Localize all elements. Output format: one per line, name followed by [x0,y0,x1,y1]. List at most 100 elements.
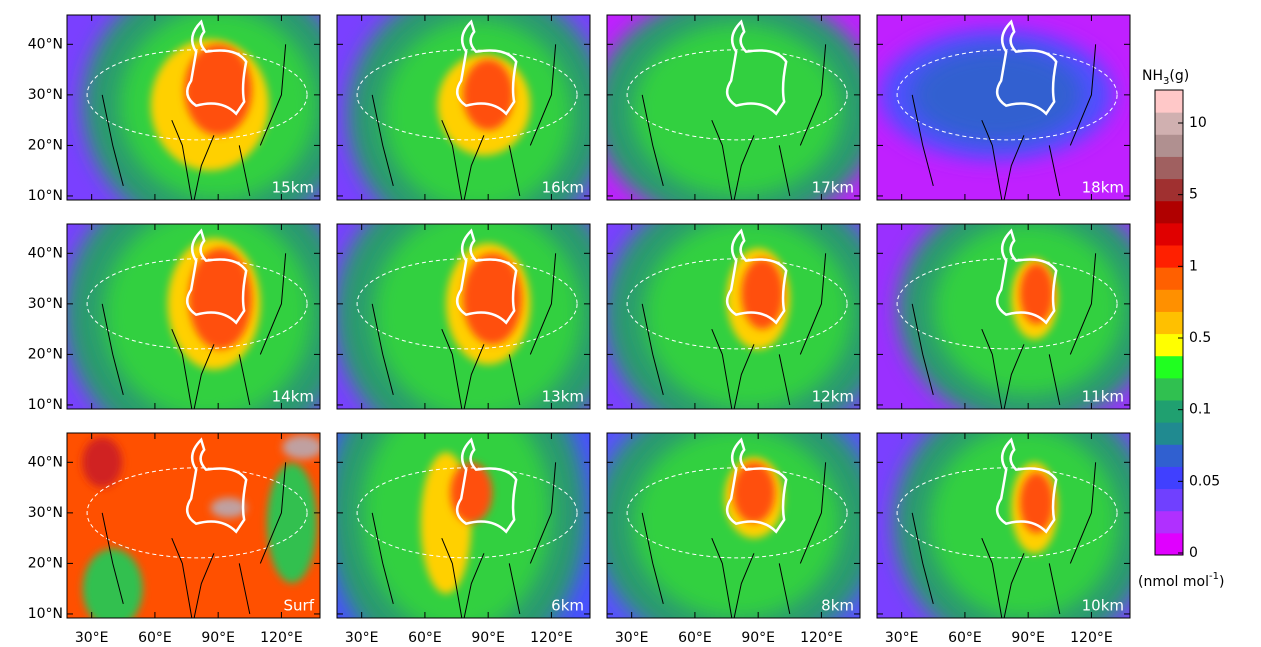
colorbar-segment [1155,333,1183,357]
lon-tick-label: 90°E [1011,630,1045,646]
map-panel [67,15,320,200]
lon-tick-label: 60°E [678,630,712,646]
colorbar-segment [1155,488,1183,512]
colorbar-segment [1155,200,1183,224]
concentration-field [732,462,776,523]
plateau-contour [185,19,248,116]
plateau-contour [725,19,788,116]
lat-tick-label: 20°N [28,346,63,362]
plateau-contour [455,19,518,116]
panel-frame [66,14,321,201]
coastline [641,253,827,409]
lon-tick-label: 90°E [201,630,235,646]
anticyclone-outline [86,467,308,559]
panel-frame [66,432,321,619]
map-panel [67,433,320,618]
map-panel [607,433,860,618]
lat-tick-label: 20°N [28,555,63,571]
colorbar-segment [1155,444,1183,467]
anticyclone-outline [626,49,848,141]
panel-label: 18km [1082,179,1124,197]
lat-tick-label: 30°N [28,87,63,103]
colorbar-segment [1155,112,1183,135]
lon-tick-label: 120°E [260,630,303,646]
panel-label: 15km [272,179,314,197]
coastline [371,462,557,618]
concentration-field [210,497,247,518]
anticyclone-outline [896,49,1118,141]
concentration-field [82,437,123,488]
colorbar-tick-label: 5 [1189,187,1198,203]
map-panel [337,15,590,200]
anticyclone-outline [356,49,578,141]
lat-tick-label: 40°N [28,245,63,261]
colorbar-unit: (nmol mol-1) [1138,571,1224,590]
panel-frame [66,223,321,410]
plateau-contour [995,19,1058,116]
panel-frame [606,14,861,201]
colorbar-segment [1155,222,1183,246]
plateau-contour [455,228,518,325]
lon-tick-label: 120°E [1070,630,1113,646]
panel-frame [876,223,1131,410]
plateau-contour [725,437,788,534]
panel-label: 14km [272,388,314,406]
concentration-field [741,258,784,330]
map-panel [877,224,1130,409]
lon-tick-label: 90°E [741,630,775,646]
lon-tick-label: 30°E [345,630,379,646]
panel-label: 12km [812,388,854,406]
coastline [641,462,827,618]
lon-tick-label: 120°E [800,630,843,646]
colorbar-segment [1155,400,1183,423]
coastline [911,44,1097,200]
concentration-field [282,435,320,460]
panel-label: 8km [821,597,854,615]
map-panel [337,433,590,618]
panel-label: 17km [812,179,854,197]
map-panel [607,15,860,200]
plateau-contour [185,228,248,325]
plateau-contour [185,437,248,534]
colorbar-segment [1155,156,1183,180]
panel-frame [876,14,1131,201]
panel-label: 10km [1082,597,1124,615]
anticyclone-outline [626,258,848,350]
panel-frame [606,432,861,619]
colorbar-segment [1155,422,1183,445]
map-panel [877,433,1130,618]
anticyclone-outline [86,49,308,141]
colorbar-title: NH3(g) [1142,68,1189,87]
colorbar-segment [1155,311,1183,335]
colorbar-segment [1155,466,1183,490]
colorbar-frame [1154,89,1184,556]
lon-tick-label: 60°E [948,630,982,646]
lat-tick-label: 30°N [28,505,63,521]
panel-label: Surf [284,597,315,615]
panel-label: 6km [551,597,584,615]
colorbar-segment [1155,134,1183,157]
plateau-contour [725,228,788,325]
lat-tick-label: 10°N [28,606,63,622]
panel-label: 13km [542,388,584,406]
coastline [101,253,287,409]
anticyclone-outline [356,467,578,559]
colorbar-segment [1155,355,1183,379]
panel-frame [876,432,1131,619]
colorbar-tick-label: 0.05 [1189,473,1220,489]
colorbar-tick-label: 10 [1189,115,1207,131]
coastline [641,44,827,200]
map-panel [337,224,590,409]
plateau-contour [995,437,1058,534]
anticyclone-outline [896,467,1118,559]
panel-frame [336,14,591,201]
concentration-field [1019,263,1054,325]
colorbar-segment [1155,178,1183,202]
lat-tick-label: 20°N [28,137,63,153]
colorbar-tick-label: 0 [1189,545,1198,561]
coastline [101,462,287,618]
colorbar-segment [1155,267,1183,290]
lon-tick-label: 30°E [615,630,649,646]
lat-tick-label: 40°N [28,454,63,470]
colorbar-tick-label: 1 [1189,258,1198,274]
